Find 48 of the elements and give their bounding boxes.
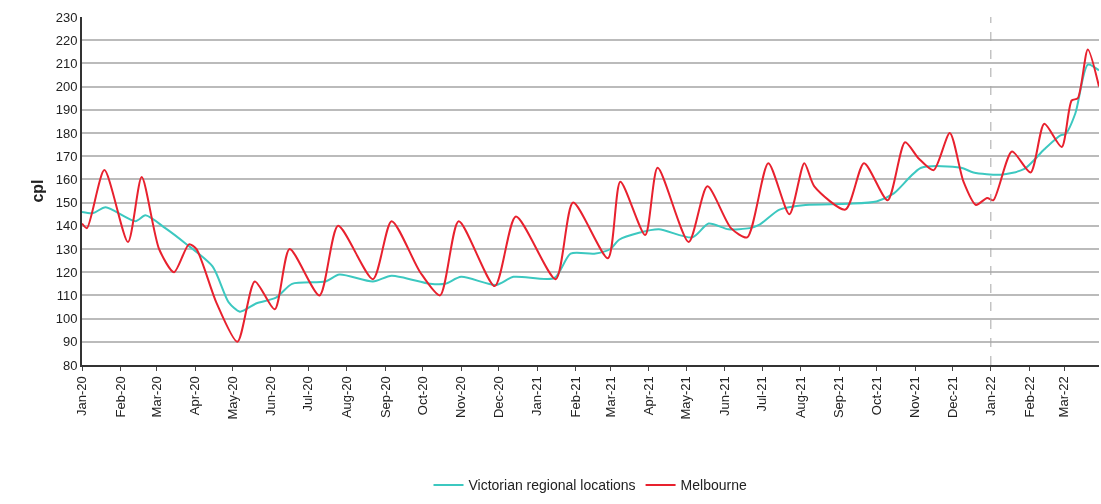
line-series — [82, 48, 1099, 343]
line-series — [82, 63, 1099, 313]
x-tick-label: Feb-21 — [567, 376, 583, 418]
legend-label: Victorian regional locations — [468, 477, 636, 494]
x-tick-label: Jan-21 — [529, 376, 545, 416]
y-tick-label: 100 — [55, 311, 78, 327]
y-tick-label: 130 — [55, 241, 78, 257]
y-tick-label: 190 — [55, 102, 78, 118]
y-tick-label: 150 — [55, 195, 78, 211]
x-tick-label: Jan-22 — [983, 376, 999, 416]
x-tick-label: Jul-20 — [300, 376, 316, 412]
y-tick-label: 140 — [55, 218, 78, 234]
x-tick-label: Dec-20 — [490, 376, 506, 419]
y-tick-label: 230 — [55, 9, 78, 25]
x-tick-label: Jul-21 — [754, 376, 770, 412]
y-tick-label: 210 — [55, 55, 78, 71]
y-tick-label: 180 — [55, 125, 78, 141]
x-tick-label: Oct-21 — [868, 376, 884, 416]
x-tick-label: Sep-20 — [377, 376, 393, 419]
y-tick-label: 80 — [62, 357, 78, 373]
x-tick-label: Mar-22 — [1056, 376, 1072, 418]
x-tick-label: Apr-21 — [641, 376, 657, 416]
x-tick-label: Nov-20 — [453, 376, 469, 419]
x-tick-label: Apr-20 — [187, 376, 203, 416]
x-tick-label: Nov-21 — [907, 376, 923, 419]
x-tick-label: Aug-21 — [792, 376, 808, 419]
x-tick-label: Oct-20 — [414, 376, 430, 416]
x-tick-label: Mar-20 — [148, 376, 164, 418]
x-tick-label: Feb-20 — [112, 376, 128, 418]
y-axis-title: cpl — [29, 179, 47, 203]
x-tick-label: May-20 — [224, 376, 240, 420]
y-tick-label: 200 — [55, 79, 78, 95]
x-tick-label: Aug-20 — [339, 376, 355, 419]
legend-label: Melbourne — [680, 477, 747, 494]
y-tick-label: 110 — [56, 287, 78, 303]
y-tick-label: 160 — [55, 171, 78, 187]
x-tick-label: Jun-21 — [716, 376, 732, 416]
x-tick-label: Sep-21 — [831, 376, 847, 419]
x-tick-label: Feb-22 — [1021, 376, 1037, 418]
x-tick-label: May-21 — [678, 376, 694, 420]
y-tick-label: 120 — [55, 264, 78, 280]
y-tick-label: 170 — [55, 148, 78, 164]
x-tick-label: Jun-20 — [263, 376, 279, 416]
y-tick-label: 90 — [62, 334, 78, 350]
x-tick-label: Dec-21 — [944, 376, 960, 419]
x-tick-label: Mar-21 — [602, 376, 618, 418]
x-tick-label: Jan-20 — [74, 376, 90, 416]
y-tick-label: 220 — [55, 32, 78, 48]
